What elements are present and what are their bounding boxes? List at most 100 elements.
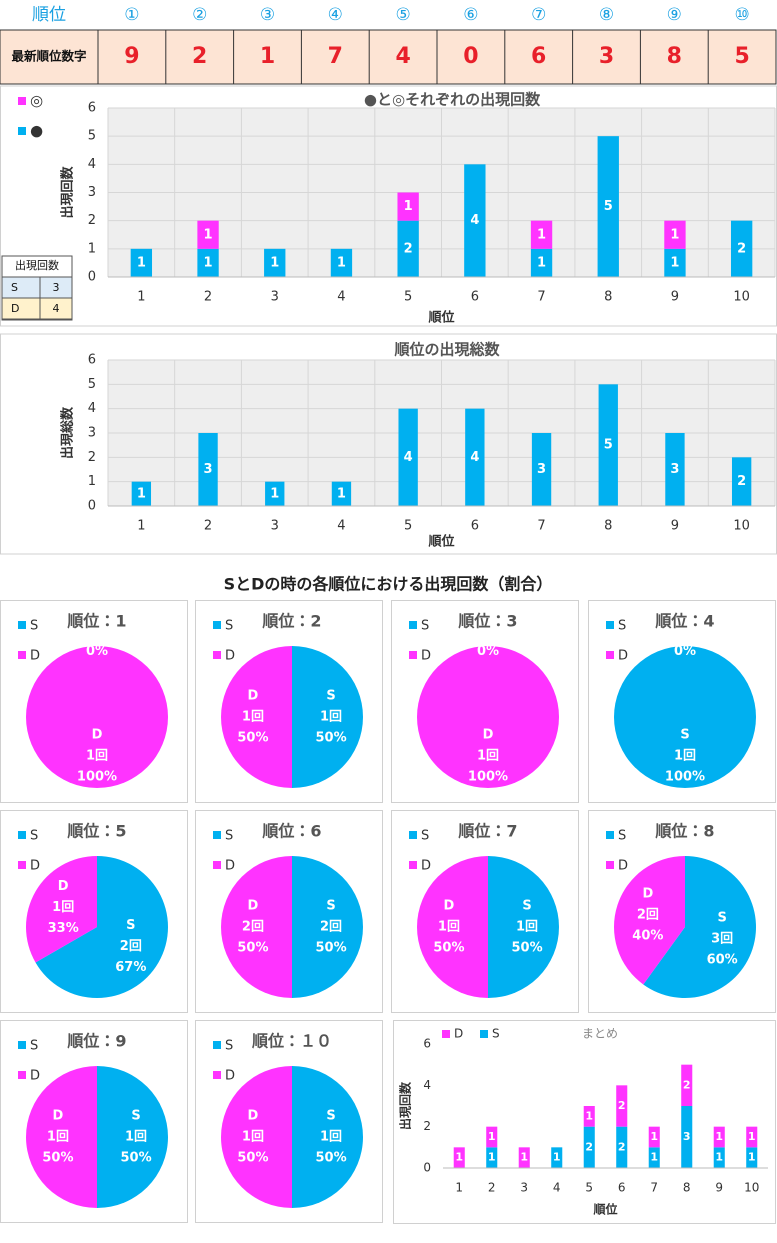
bar [264, 248, 286, 277]
y-tick-label: 2 [88, 450, 96, 465]
pie-title: 順位：3 [457, 612, 517, 631]
bar [583, 1126, 595, 1168]
pie-title: 順位：6 [261, 822, 321, 841]
pie-label: 50% [42, 1151, 73, 1166]
x-tick-label: 1 [455, 1181, 463, 1195]
pie-label: S [680, 728, 689, 743]
bar [465, 408, 485, 506]
legend-swatch [606, 621, 614, 629]
x-axis-label: 順位 [428, 310, 454, 326]
bar [197, 248, 219, 277]
data-label: 3 [204, 462, 213, 477]
bar [598, 384, 618, 506]
header-cell: ③ [260, 5, 275, 25]
y-tick-label: 5 [88, 377, 96, 392]
y-axis-label: 出現回数 [60, 166, 76, 219]
bar [486, 1126, 498, 1148]
pie-slice [35, 856, 168, 998]
y-tick-label: 0 [88, 499, 96, 514]
data-label: 1 [137, 255, 146, 270]
x-tick-label: 6 [618, 1181, 626, 1195]
header-cell: ⑤ [395, 5, 410, 25]
x-tick-label: 1 [137, 290, 145, 305]
bar [597, 136, 619, 277]
data-label: 1 [204, 255, 213, 270]
legend-label: ● [30, 122, 43, 140]
pie-slice [488, 856, 559, 998]
pie-slice [221, 1066, 292, 1208]
pie-label: S [522, 899, 531, 914]
legend-swatch [480, 1030, 488, 1038]
pie-label: 60% [707, 953, 738, 968]
x-tick-label: 4 [337, 290, 345, 305]
bar [464, 164, 486, 277]
data-label: 3 [537, 462, 546, 477]
y-tick-label: 6 [88, 353, 96, 368]
bar [681, 1064, 693, 1106]
count-name: D [11, 302, 19, 315]
data-label: 1 [715, 1151, 723, 1164]
legend-label: D [225, 859, 235, 874]
data-label: 1 [670, 227, 679, 242]
x-axis-label: 順位 [592, 1202, 617, 1217]
y-tick-label: 6 [88, 101, 96, 116]
pie-label: 1回 [320, 1130, 342, 1145]
x-tick-label: 2 [204, 290, 212, 305]
bar [197, 220, 219, 249]
data-label: 1 [650, 1151, 658, 1164]
data-label: 1 [337, 255, 346, 270]
data-label: 1 [404, 199, 413, 214]
pie-label: 1回 [125, 1130, 147, 1145]
x-tick-label: 3 [271, 290, 279, 305]
header-cell: ⑩ [734, 5, 749, 25]
x-tick-label: 1 [137, 519, 145, 534]
pie-label: 1回 [242, 710, 264, 725]
x-tick-label: 2 [488, 1181, 496, 1195]
pie-label: 50% [237, 731, 268, 746]
data-label: 1 [455, 1151, 463, 1164]
legend-label: S [30, 829, 38, 844]
latest-digit: 1 [260, 44, 275, 69]
legend-label: S [421, 619, 429, 634]
data-label: 1 [748, 1130, 756, 1143]
y-axis-label: 出現総数 [60, 406, 76, 459]
legend-label: S [30, 619, 38, 634]
bar [398, 408, 418, 506]
latest-digit: 9 [124, 44, 139, 69]
x-tick-label: 8 [604, 290, 612, 305]
legend-label: D [618, 649, 628, 664]
legend-swatch [409, 861, 417, 869]
pie-label: 1回 [320, 710, 342, 725]
legend-label: S [225, 1039, 233, 1054]
count-table-header: 出現回数 [15, 259, 59, 272]
pie-slice [26, 646, 168, 788]
legend-label: D [421, 649, 431, 664]
pie-slice [26, 856, 97, 963]
legend-swatch [409, 621, 417, 629]
count-row [1, 297, 73, 320]
data-label: 1 [650, 1130, 658, 1143]
bar [713, 1147, 725, 1168]
bar [583, 1106, 595, 1127]
pie-label: 0% [86, 644, 108, 659]
count-value: 3 [53, 281, 60, 294]
x-tick-label: 3 [271, 519, 279, 534]
legend-label: S [225, 829, 233, 844]
x-tick-label: 5 [404, 290, 412, 305]
bar [616, 1085, 628, 1127]
y-tick-label: 2 [423, 1119, 431, 1133]
y-tick-label: 3 [88, 185, 96, 200]
data-label: 1 [537, 227, 546, 242]
bar [518, 1147, 530, 1168]
y-tick-label: 4 [423, 1078, 431, 1092]
pie-slice [417, 646, 559, 788]
legend-label: D [421, 859, 431, 874]
y-tick-label: 2 [88, 213, 96, 228]
y-axis-label: 出現回数 [398, 1081, 413, 1130]
legend-swatch [606, 831, 614, 839]
pie-label: S [326, 899, 335, 914]
x-axis-label: 順位 [428, 534, 454, 550]
pie-title: 順位：8 [654, 822, 714, 841]
pie-title: 順位：7 [457, 822, 517, 841]
x-tick-label: 10 [733, 519, 750, 534]
